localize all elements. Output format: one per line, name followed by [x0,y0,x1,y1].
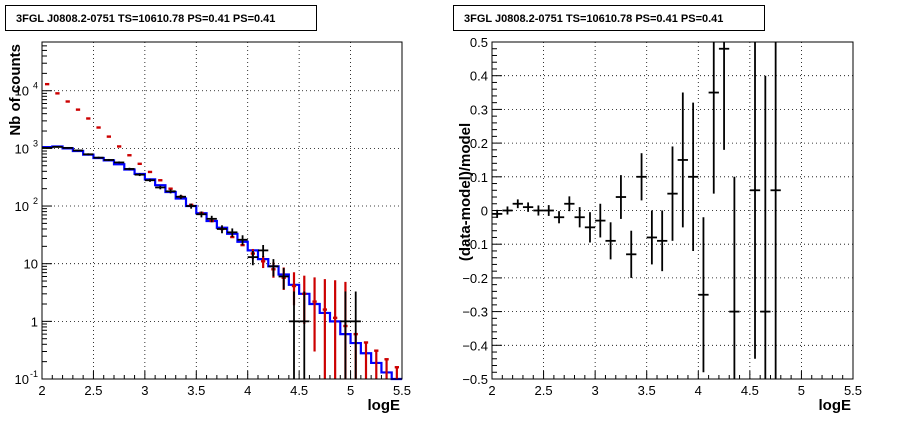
y-tick-label: 10 [24,257,38,272]
x-tick-label: 4.5 [741,383,759,398]
left-plot-title: 3FGL J0808.2-0751 TS=10610.78 PS=0.41 PS… [5,5,317,31]
y-tick-label: 0.2 [470,136,488,151]
x-axis-label: logE [368,397,401,414]
plot-frame [41,41,403,380]
y-tick-label: 10 [15,141,29,156]
x-tick-label: 2.5 [535,383,553,398]
y-tick-label: 0.4 [470,69,488,84]
plot-frame [491,41,854,380]
y-axis-label: Nb of counts [7,44,24,136]
y-tick-label: −0.1 [462,237,488,252]
y-tick-label-exponent: -1 [30,369,38,379]
x-tick-label: 2.5 [84,383,102,398]
y-tick-label: 0 [481,204,488,219]
x-tick-label: 4 [244,383,251,398]
y-tick-label: −0.5 [462,372,488,387]
y-tick-label: 10 [15,199,29,214]
x-tick-label: 4 [695,383,702,398]
y-tick-label-exponent: 4 [33,81,38,91]
residuals-panel: 2 2.5 3 3.5 4 4.5 5 5.5 −0.5 −0.4 −0.3 −0.2 −0.1 0 0.1… [457,35,862,414]
x-tick-label: 5.5 [393,383,411,398]
x-tick-label: 5 [347,383,354,398]
x-tick-label: 4.5 [290,383,308,398]
x-tick-label: 3 [592,383,599,398]
y-tick-label: 0.1 [470,170,488,185]
y-tick-label: −0.2 [462,271,488,286]
x-tick-label: 3.5 [638,383,656,398]
x-tick-label: 3.5 [187,383,205,398]
plot-area [42,42,402,379]
x-tick-label: 5 [798,383,805,398]
x-axis-label: logE [819,397,852,414]
x-tick-label: 2 [488,383,495,398]
y-tick-label: 1 [31,314,38,329]
y-tick-label: 0.5 [470,35,488,50]
x-tick-label: 3 [141,383,148,398]
y-tick-label: 10 [15,372,29,387]
x-tick-label: 5.5 [844,383,862,398]
y-tick-label-exponent: 2 [33,196,38,206]
y-tick-label: 0.3 [470,102,488,117]
right-plot-title: 3FGL J0808.2-0751 TS=10610.78 PS=0.41 PS… [453,5,765,31]
x-tick-label: 2 [38,383,45,398]
y-tick-label: −0.3 [462,305,488,320]
y-axis-label: (data-model)/model [457,123,474,261]
y-tick-label: −0.4 [462,338,488,353]
y-tick-label: 10 [15,84,29,99]
y-tick-label-exponent: 3 [33,138,38,148]
